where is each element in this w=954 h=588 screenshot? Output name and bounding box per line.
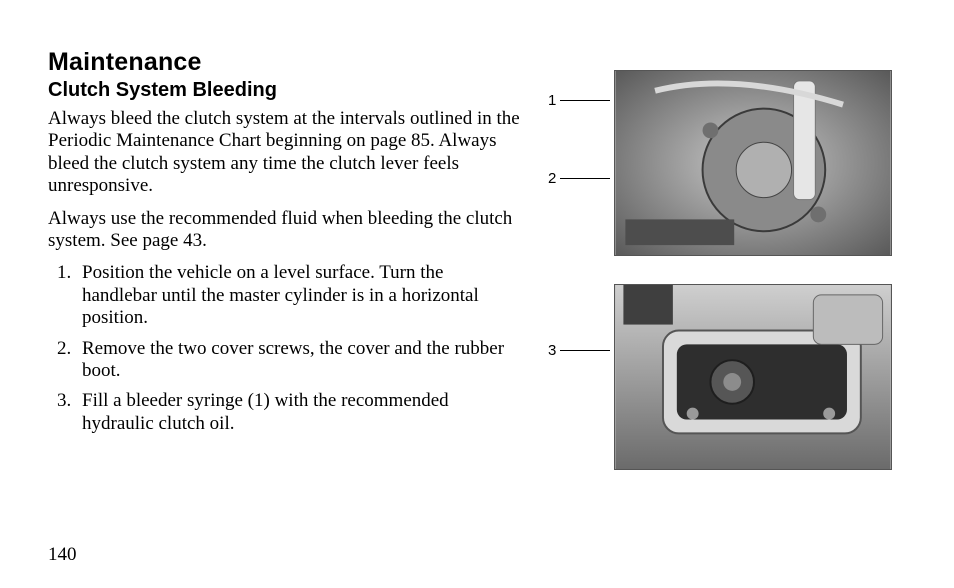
figure-2-svg	[615, 285, 891, 469]
figure-2-photo	[614, 284, 892, 470]
intro-paragraph-2: Always use the recommended fluid when bl…	[48, 208, 520, 253]
figure-1-callouts: 1 2	[548, 70, 614, 256]
callout-3: 3	[548, 342, 610, 359]
callout-1-line	[560, 100, 610, 101]
two-column-layout: Maintenance Clutch System Bleeding Alway…	[48, 48, 906, 470]
section-title: Maintenance	[48, 48, 520, 77]
figure-stack: 1 2	[548, 48, 906, 470]
callout-3-label: 3	[548, 342, 560, 359]
figure-1-photo	[614, 70, 892, 256]
intro-paragraph-1: Always bleed the clutch system at the in…	[48, 108, 520, 198]
callout-3-line	[560, 350, 610, 351]
figure-column: 1 2	[548, 48, 906, 470]
page-number: 140	[48, 544, 77, 566]
step-1: Position the vehicle on a level surface.…	[76, 262, 520, 329]
figure-2-callouts: 3	[548, 284, 614, 470]
subsection-title: Clutch System Bleeding	[48, 79, 520, 102]
callout-2-label: 2	[548, 170, 560, 187]
figure-2-row: 3	[548, 284, 906, 470]
manual-page: Maintenance Clutch System Bleeding Alway…	[0, 0, 954, 588]
callout-2: 2	[548, 170, 610, 187]
step-2: Remove the two cover screws, the cover a…	[76, 338, 520, 383]
text-column: Maintenance Clutch System Bleeding Alway…	[48, 48, 520, 470]
callout-1: 1	[548, 92, 610, 109]
callout-1-label: 1	[548, 92, 560, 109]
step-3: Fill a bleeder syringe (1) with the reco…	[76, 390, 520, 435]
procedure-steps: Position the vehicle on a level surface.…	[48, 262, 520, 435]
figure-1-svg	[615, 71, 891, 255]
callout-2-line	[560, 178, 610, 179]
figure-1-row: 1 2	[548, 70, 906, 256]
